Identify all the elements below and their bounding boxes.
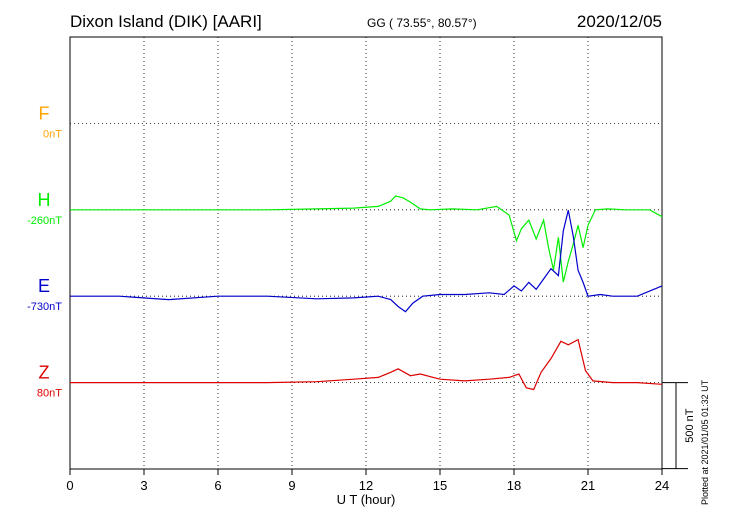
channel-label-F: F — [39, 103, 50, 123]
date-label: 2020/12/05 — [576, 12, 662, 31]
plotted-timestamp: Plotted at 2021/01/05 01:32 UT — [700, 379, 710, 505]
x-tick-label-21: 21 — [581, 478, 595, 493]
geo-coordinates: GG ( 73.55°, 80.57°) — [367, 16, 477, 30]
x-tick-label-18: 18 — [507, 478, 521, 493]
channel-offset-E: -730nT — [27, 301, 62, 313]
channel-label-Z: Z — [39, 363, 50, 383]
channel-label-E: E — [38, 276, 50, 296]
series-line-H — [70, 195, 663, 283]
channel-offset-F: 0nT — [43, 128, 62, 140]
x-tick-label-0: 0 — [66, 478, 73, 493]
series-line-E — [70, 210, 663, 313]
x-tick-label-24: 24 — [655, 478, 669, 493]
channel-label-H: H — [38, 190, 51, 210]
x-tick-label-9: 9 — [288, 478, 295, 493]
channel-offset-H: -260nT — [27, 215, 62, 227]
channel-offset-Z: 80nT — [37, 388, 62, 400]
x-tick-label-6: 6 — [214, 478, 221, 493]
x-tick-label-12: 12 — [359, 478, 373, 493]
series-line-Z — [70, 338, 663, 391]
scale-bar-label: 500 nT — [684, 408, 696, 443]
x-axis-label: U T (hour) — [337, 492, 396, 507]
x-tick-label-15: 15 — [433, 478, 447, 493]
x-tick-label-3: 3 — [140, 478, 147, 493]
station-title: Dixon Island (DIK) [AARI] — [70, 12, 262, 31]
